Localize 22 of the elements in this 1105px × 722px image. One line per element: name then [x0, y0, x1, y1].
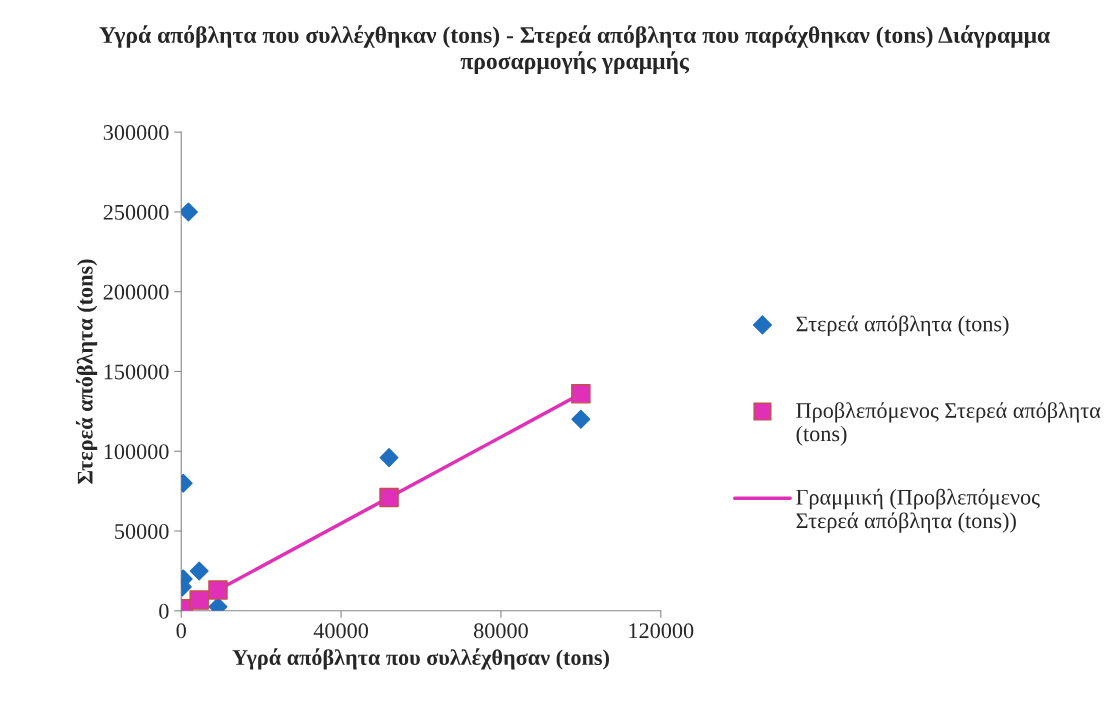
chart-title: Υγρά απόβλητα που συλλέχθηκαν (tons) - Στερεά απόβλητα που παράχθηκαν (tons) Διάγραμμα προσαρμογής γραμμής [99, 25, 1050, 74]
y-tick-label: 200000 [103, 284, 169, 300]
x-tick-label: 0 [176, 623, 186, 639]
point [379, 487, 399, 508]
legend-label: Στερεά απόβλητα (tons) [796, 315, 1009, 336]
x-tick-label: 80000 [474, 623, 528, 639]
y-axis-title: Στερεά απόβλητα (tons) [75, 259, 98, 484]
y-tick-label: 100000 [104, 444, 169, 460]
y-tick-label: 300000 [103, 125, 169, 141]
y-tick-label: 150000 [104, 364, 169, 380]
x-tick-label: 120000 [629, 623, 694, 639]
point [189, 590, 209, 610]
legend-label: Γραμμική (Προβλεπόμενος Στερεά απόβλητα (tons)) [796, 488, 1040, 533]
point [571, 384, 591, 404]
x-tick-label: 40000 [313, 623, 369, 639]
legend-label: Προβλεπόμενος Στερεά απόβλητα (tons) [796, 402, 1101, 446]
point [181, 202, 198, 222]
y-tick-label: 250000 [103, 204, 169, 220]
point [208, 580, 228, 600]
x-axis-title: Υγρά απόβλητα που συλλέχθησαν (tons) [232, 648, 609, 670]
y-tick-label: 0 [159, 603, 169, 619]
y-tick-label: 50000 [115, 523, 169, 539]
